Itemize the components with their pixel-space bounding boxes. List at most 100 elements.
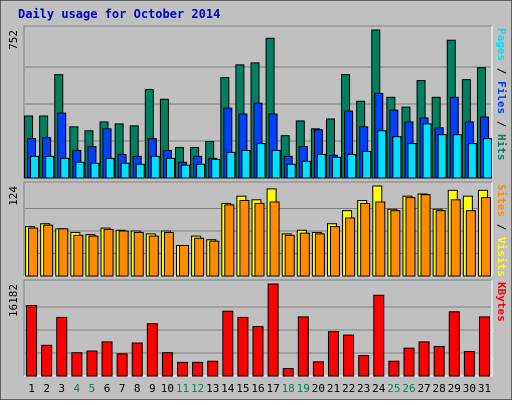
legend-entry: Visits — [495, 237, 508, 277]
bar-sites-day-23 — [360, 202, 371, 277]
bar-sites-day-29 — [450, 199, 461, 277]
day-label-13: 13 — [206, 382, 219, 395]
bar-pages-day-30 — [467, 143, 477, 179]
bar-kbytes-day-19 — [297, 316, 309, 377]
bar-pages-day-8 — [135, 163, 145, 179]
bar-kbytes-day-30 — [463, 351, 475, 377]
day-label-26: 26 — [402, 382, 415, 395]
axis-max-label: 124 — [7, 186, 20, 206]
bar-sites-day-22 — [345, 217, 356, 277]
panel-bevel-dark — [23, 25, 492, 178]
chart-title: Daily usage for October 2014 — [18, 7, 220, 21]
panel-bevel-dark — [23, 279, 492, 376]
day-label-17: 17 — [266, 382, 279, 395]
bar-sites-day-10 — [163, 231, 174, 277]
day-label-11: 11 — [176, 382, 189, 395]
bar-kbytes-day-20 — [312, 361, 324, 377]
bar-pages-day-18 — [286, 163, 296, 179]
day-label-8: 8 — [134, 382, 141, 395]
bar-kbytes-day-6 — [101, 341, 113, 377]
bar-pages-day-5 — [90, 162, 100, 179]
bar-sites-day-1 — [28, 227, 39, 277]
bar-sites-day-3 — [58, 228, 69, 277]
bar-sites-day-8 — [133, 231, 144, 277]
panel-bevel-dark — [23, 181, 492, 276]
legend-entry: Pages — [495, 28, 508, 61]
bar-sites-day-31 — [480, 197, 491, 277]
panel-legend: Sites / Visits — [495, 184, 508, 277]
bar-kbytes-day-9 — [146, 323, 158, 377]
bar-pages-day-25 — [392, 136, 402, 179]
bar-kbytes-day-11 — [177, 361, 189, 377]
day-label-12: 12 — [191, 382, 204, 395]
bar-sites-day-13 — [209, 240, 220, 277]
bar-pages-day-20 — [316, 153, 326, 179]
bar-kbytes-day-28 — [433, 345, 445, 377]
legend-entry: / — [495, 114, 508, 134]
day-label-29: 29 — [448, 382, 461, 395]
bar-pages-day-28 — [437, 134, 447, 179]
legend-entry: Files — [495, 81, 508, 114]
day-label-27: 27 — [417, 382, 430, 395]
bar-pages-day-13 — [211, 158, 221, 179]
bar-pages-day-26 — [407, 143, 417, 179]
bar-kbytes-day-23 — [358, 355, 370, 377]
chart-panels: 752 Pages / Files / Hits 124 Sites / Visits… — [7, 25, 508, 377]
bar-sites-day-11 — [179, 245, 190, 277]
bar-pages-day-21 — [331, 156, 341, 179]
bar-pages-day-22 — [347, 153, 357, 179]
axis-max-label: 16182 — [7, 284, 20, 317]
bar-kbytes-day-18 — [282, 368, 294, 377]
bar-kbytes-day-21 — [327, 331, 339, 377]
bar-pages-day-16 — [256, 143, 266, 179]
bar-pages-day-1 — [30, 155, 40, 179]
day-label-14: 14 — [221, 382, 235, 395]
bar-pages-day-29 — [452, 134, 462, 179]
day-label-5: 5 — [89, 382, 96, 395]
bar-kbytes-day-3 — [56, 316, 68, 377]
panel-visits-sites: 124 Sites / Visits — [7, 181, 508, 277]
bar-kbytes-day-29 — [448, 311, 460, 377]
bar-kbytes-day-15 — [237, 316, 249, 377]
bar-kbytes-day-8 — [131, 342, 143, 377]
bar-sites-day-5 — [88, 235, 99, 277]
bar-sites-day-16 — [254, 202, 265, 277]
day-label-25: 25 — [387, 382, 400, 395]
bar-kbytes-day-14 — [222, 310, 234, 377]
bar-pages-day-9 — [150, 155, 160, 179]
bar-pages-day-11 — [181, 164, 191, 179]
bar-pages-day-17 — [271, 149, 281, 179]
bar-sites-day-18 — [284, 234, 295, 277]
axis-max-label: 752 — [7, 30, 20, 50]
day-label-24: 24 — [372, 382, 386, 395]
day-label-20: 20 — [312, 382, 325, 395]
bar-sites-day-25 — [390, 210, 401, 277]
bar-pages-day-27 — [422, 123, 432, 179]
day-label-21: 21 — [327, 382, 340, 395]
bar-sites-day-7 — [118, 230, 129, 277]
day-label-18: 18 — [282, 382, 295, 395]
bar-kbytes-day-16 — [252, 326, 264, 377]
day-label-31: 31 — [478, 382, 491, 395]
bar-sites-day-30 — [465, 210, 476, 277]
bar-sites-day-6 — [103, 229, 114, 277]
panel-legend: Pages / Files / Hits — [495, 28, 508, 161]
bar-kbytes-day-2 — [41, 344, 53, 377]
day-label-30: 30 — [463, 382, 476, 395]
day-label-15: 15 — [236, 382, 249, 395]
bar-pages-day-7 — [120, 162, 130, 179]
bar-kbytes-day-10 — [161, 352, 173, 377]
day-label-9: 9 — [149, 382, 156, 395]
bar-pages-day-24 — [377, 130, 387, 179]
day-label-19: 19 — [297, 382, 310, 395]
bar-kbytes-day-27 — [418, 341, 430, 377]
bar-sites-day-24 — [375, 201, 386, 277]
legend-entry: Hits — [495, 134, 508, 161]
bar-pages-day-14 — [226, 151, 236, 179]
bar-sites-day-2 — [43, 224, 54, 277]
day-label-3: 3 — [58, 382, 65, 395]
day-label-22: 22 — [342, 382, 355, 395]
bar-kbytes-day-25 — [388, 360, 400, 377]
